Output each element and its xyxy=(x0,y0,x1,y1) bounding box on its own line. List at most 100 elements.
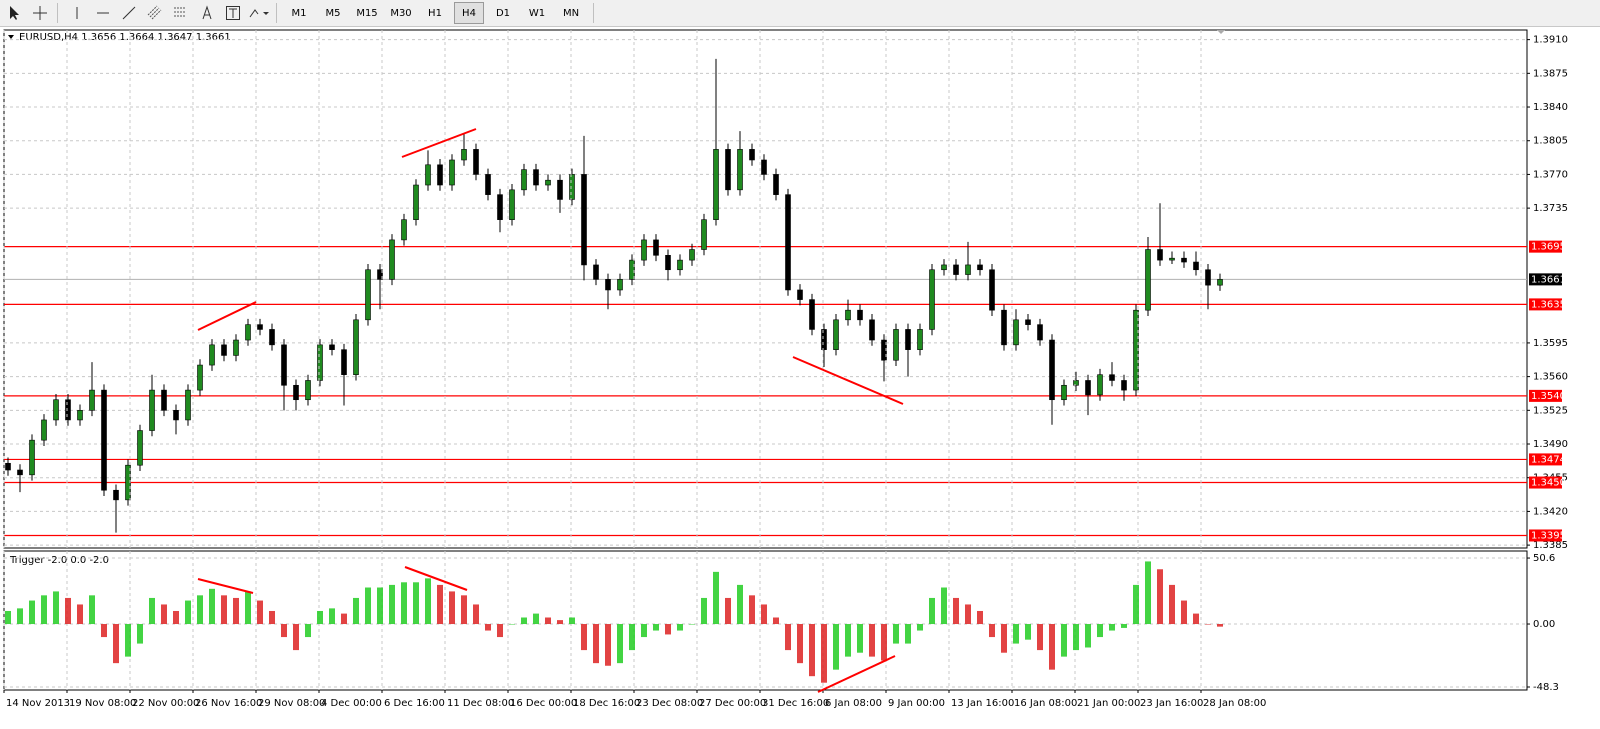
candle-body xyxy=(1037,324,1043,341)
timeframe-button[interactable]: D1 xyxy=(495,7,511,19)
candle-body xyxy=(689,249,695,261)
candle-body xyxy=(77,410,83,421)
candle-body xyxy=(1169,257,1175,261)
y-tick-label: 1.3525 xyxy=(1533,405,1568,416)
candle-body xyxy=(965,264,971,275)
candle-body xyxy=(869,319,875,341)
shift-marker xyxy=(1217,30,1225,34)
timeframe-button[interactable]: H1 xyxy=(428,7,442,19)
histogram-bar xyxy=(449,591,455,625)
level-label-box xyxy=(1529,240,1562,253)
level-label-box xyxy=(1529,476,1562,489)
x-tick-label: 23 Jan 16:00 xyxy=(1140,698,1203,709)
histogram-bar xyxy=(221,595,227,625)
histogram-bar xyxy=(461,595,467,625)
x-tick-label: 28 Jan 08:00 xyxy=(1203,698,1266,709)
x-tick-label: 13 Jan 16:00 xyxy=(951,698,1014,709)
timeframe-button[interactable]: M1 xyxy=(291,7,307,19)
candle-body xyxy=(137,430,143,466)
candle-body xyxy=(1157,249,1163,261)
label-tool[interactable] xyxy=(221,2,245,24)
separator xyxy=(593,3,594,23)
candle-body xyxy=(161,389,167,411)
histogram-bar xyxy=(1205,624,1211,625)
histogram-bar xyxy=(1097,624,1103,638)
crosshair-tool[interactable] xyxy=(28,2,52,24)
candle-body xyxy=(701,219,707,250)
timeframe-button[interactable]: M30 xyxy=(390,7,412,19)
y-tick-label: 1.3770 xyxy=(1533,169,1568,180)
candle-body xyxy=(329,344,335,350)
x-tick-label: 6 Jan 08:00 xyxy=(825,698,882,709)
candle-body xyxy=(953,264,959,275)
histogram-bar xyxy=(1013,624,1019,644)
histogram-bar xyxy=(353,597,359,625)
histogram-bar xyxy=(701,597,707,625)
timeframe-button[interactable]: H4 xyxy=(454,2,484,24)
x-tick-label: 19 Nov 08:00 xyxy=(69,698,136,709)
y-tick-label: 1.3875 xyxy=(1533,68,1568,79)
horizontal-line-tool[interactable] xyxy=(91,2,115,24)
histogram-bar xyxy=(29,600,35,625)
histogram-bar xyxy=(617,624,623,664)
histogram-bar xyxy=(509,624,515,625)
x-tick-label: 22 Nov 00:00 xyxy=(132,698,199,709)
channel-tool[interactable] xyxy=(143,2,167,24)
histogram-bar xyxy=(305,624,311,638)
histogram-bar xyxy=(893,624,899,644)
histogram-bar xyxy=(5,610,11,625)
vertical-line-tool[interactable] xyxy=(65,2,89,24)
candle-body xyxy=(833,319,839,350)
histogram-bar xyxy=(929,597,935,625)
histogram-bar xyxy=(173,610,179,625)
candle-body xyxy=(845,309,851,321)
histogram-bar xyxy=(329,608,335,625)
cursor-tool[interactable] xyxy=(2,2,26,24)
trendline-tool[interactable] xyxy=(117,2,141,24)
histogram-bar xyxy=(593,624,599,664)
candle-body xyxy=(1097,374,1103,396)
fibo-tool[interactable] xyxy=(169,2,193,24)
y-tick-label: 0.00 xyxy=(1533,619,1555,630)
histogram-bar xyxy=(281,624,287,638)
candle-body xyxy=(401,219,407,241)
timeframe-button[interactable]: W1 xyxy=(528,7,546,19)
candle-body xyxy=(389,239,395,280)
histogram-bar xyxy=(425,578,431,625)
candle-body xyxy=(677,259,683,271)
timeframe-button[interactable]: M15 xyxy=(356,7,378,19)
candle-body xyxy=(1025,319,1031,325)
candle-body xyxy=(149,389,155,431)
trendline xyxy=(401,128,477,158)
timeframe-button[interactable]: M5 xyxy=(325,7,341,19)
level-label: 1.3474 xyxy=(1531,454,1566,465)
y-tick-label: 1.3910 xyxy=(1533,35,1568,46)
timeframe-button[interactable]: MN xyxy=(562,7,580,19)
last-price-label: 1.3661 xyxy=(1531,274,1566,285)
level-label-box xyxy=(1529,389,1562,402)
indicator-panel-frame xyxy=(3,550,1528,691)
x-tick-label: 16 Jan 08:00 xyxy=(1014,698,1077,709)
histogram-bar xyxy=(833,624,839,670)
candle-body xyxy=(461,149,467,161)
candle-body xyxy=(713,149,719,220)
candle-body xyxy=(809,299,815,330)
arrows-tool[interactable] xyxy=(247,2,271,24)
candle-body xyxy=(89,389,95,411)
candle-body xyxy=(761,159,767,175)
y-tick-label: 1.3840 xyxy=(1533,102,1568,113)
candle-body xyxy=(593,264,599,280)
histogram-bar xyxy=(749,595,755,625)
plot-layer: 1.3910 1.3875 1.3840 1.3805 1.3770 1.3735 1.35… xyxy=(3,30,1568,709)
histogram-bar xyxy=(77,604,83,625)
candle-body xyxy=(1205,269,1211,286)
text-tool[interactable] xyxy=(195,2,219,24)
level-label-box xyxy=(1529,529,1562,542)
histogram-bar xyxy=(629,624,635,651)
histogram-bar xyxy=(665,624,671,635)
level-label: 1.3395 xyxy=(1531,530,1566,541)
trendline xyxy=(792,356,904,405)
candle-body xyxy=(65,399,71,421)
histogram-bar xyxy=(713,571,719,625)
